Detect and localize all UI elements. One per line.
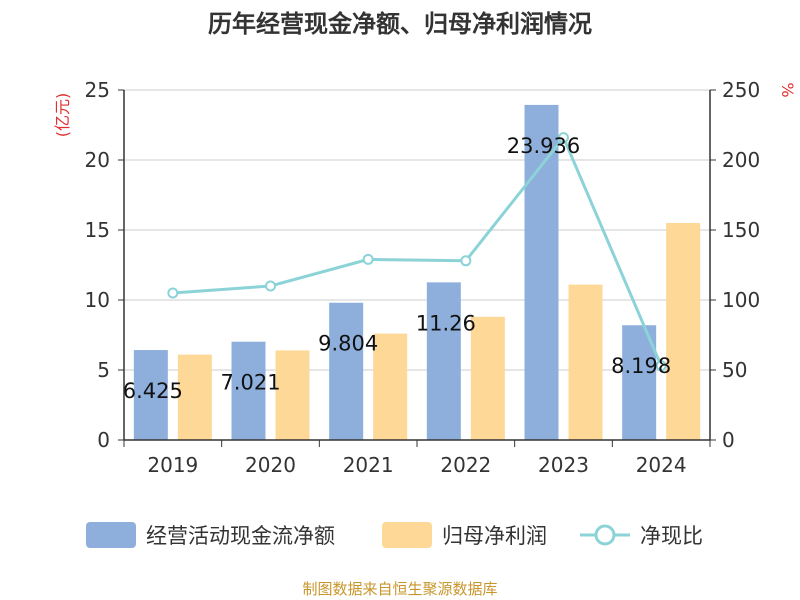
ratio-point <box>655 360 667 372</box>
bar-cashflow <box>329 302 364 440</box>
x-axis-tick-label: 2024 <box>636 453 687 477</box>
left-axis-tick-label: 15 <box>85 218 110 242</box>
left-axis-tick-label: 25 <box>85 78 110 102</box>
data-label-cashflow: 23.936 <box>507 134 580 158</box>
data-label-cashflow: 9.804 <box>318 332 378 356</box>
data-label-cashflow: 7.021 <box>220 371 280 395</box>
left-axis-unit: (亿元) <box>53 93 72 138</box>
left-axis-tick-label: 5 <box>97 358 110 382</box>
right-axis-tick-label: 100 <box>722 288 760 312</box>
legend-label-cashflow: 经营活动现金流净额 <box>146 524 335 548</box>
data-label-cashflow: 6.425 <box>123 379 183 403</box>
data-labels: 6.425 7.021 9.804 11.26 23.936 8.198 <box>123 134 671 403</box>
bar-net-profit <box>470 316 505 440</box>
right-axis-tick-label: 250 <box>722 78 760 102</box>
x-axis-tick-label: 2020 <box>245 453 296 477</box>
right-axis-unit: % <box>778 82 797 97</box>
x-axis-tick-label: 2022 <box>440 453 491 477</box>
ratio-line-path <box>172 134 663 367</box>
gridlines <box>124 89 710 371</box>
ratio-point <box>460 255 472 267</box>
axes: 0 0 5 50 10 100 15 150 20 200 25 250 2019 2020 2021 202… <box>85 78 761 477</box>
bar-cashflow <box>426 282 461 440</box>
ratio-point <box>558 132 569 144</box>
data-label-cashflow: 8.198 <box>611 354 671 378</box>
ratio-point <box>265 280 276 292</box>
bars <box>133 104 701 441</box>
ratio-line <box>167 132 667 372</box>
bar-net-profit <box>373 333 408 440</box>
legend: 经营活动现金流净额 归母净利润 净现比 <box>86 522 703 548</box>
bar-cashflow <box>231 341 266 440</box>
ratio-point <box>167 287 179 299</box>
bar-net-profit <box>177 354 212 440</box>
source-note: 制图数据来自恒生聚源数据库 <box>302 580 497 598</box>
ratio-point <box>362 253 374 265</box>
left-axis-tick-label: 0 <box>97 428 110 452</box>
x-axis-tick-label: 2021 <box>343 453 394 477</box>
legend-marker-ratio <box>594 524 616 546</box>
legend-swatch-cashflow <box>86 522 136 548</box>
right-axis-tick-label: 200 <box>722 148 760 172</box>
data-label-cashflow: 11.26 <box>416 311 476 335</box>
x-axis-tick-label: 2019 <box>147 453 198 477</box>
legend-label-ratio: 净现比 <box>640 524 703 548</box>
x-axis-tick-label: 2023 <box>538 453 589 477</box>
left-axis-tick-label: 20 <box>85 148 110 172</box>
right-axis-tick-label: 50 <box>722 358 747 382</box>
bar-cashflow <box>524 104 559 441</box>
bar-net-profit <box>568 284 603 440</box>
bar-net-profit <box>666 223 701 440</box>
right-axis-tick-label: 0 <box>722 428 735 452</box>
left-axis-tick-label: 10 <box>85 288 110 312</box>
bar-cashflow <box>133 350 168 440</box>
legend-label-net-profit: 归母净利润 <box>442 524 547 548</box>
bar-net-profit <box>275 350 310 440</box>
legend-swatch-net-profit <box>382 522 432 548</box>
right-axis-tick-label: 150 <box>722 218 760 242</box>
chart-title: 历年经营现金净额、归母净利润情况 <box>208 10 592 38</box>
